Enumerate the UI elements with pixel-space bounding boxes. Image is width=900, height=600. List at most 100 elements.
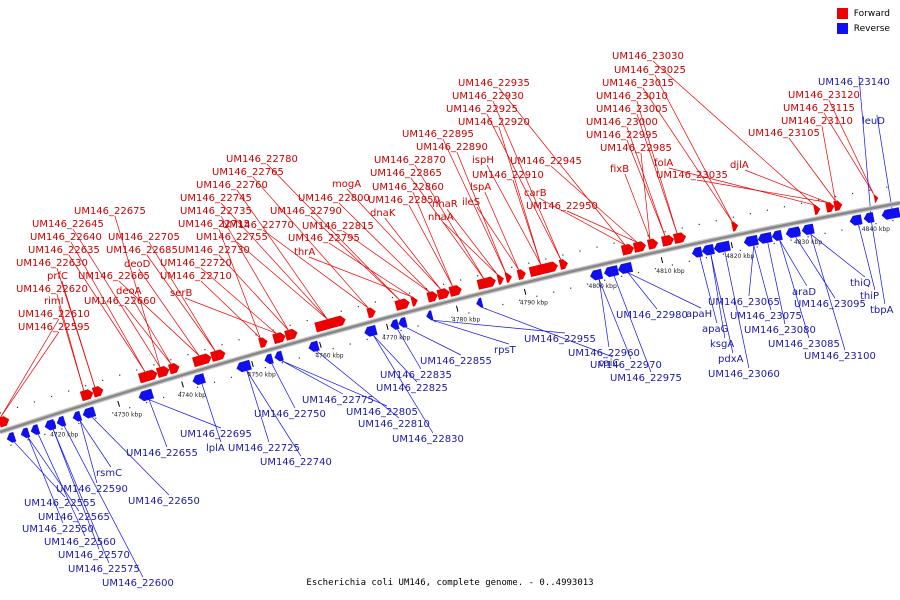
track-dot (852, 192, 854, 195)
track-dot (44, 433, 46, 435)
reverse-gene-label: rpsT (494, 345, 517, 356)
forward-gene-label: UM146_22720 (160, 258, 232, 269)
forward-label-connector (498, 87, 626, 246)
reverse-label-connector (148, 399, 168, 448)
forward-gene (79, 389, 94, 402)
forward-gene-label: UM146_23015 (602, 78, 674, 89)
forward-gene-label: UM146_22910 (472, 170, 544, 181)
track-dot (892, 219, 894, 222)
track-dot (637, 271, 640, 274)
forward-gene-label: ispH (472, 155, 494, 166)
forward-label-connector (68, 254, 146, 372)
forward-label-connector (342, 230, 430, 293)
tick-label: 4800 kbp (589, 283, 617, 290)
reverse-gene-label: UM146_22695 (180, 429, 252, 440)
forward-gene-label: UM146_22685 (106, 245, 178, 256)
track-dot (434, 321, 436, 323)
reverse-gene (757, 231, 773, 244)
track-dot (783, 206, 786, 208)
track-dot (749, 213, 751, 215)
track-dot (664, 231, 666, 233)
reverse-gene-label: UM146_22975 (610, 373, 682, 384)
forward-gene (731, 221, 739, 232)
reverse-label-connector (405, 326, 462, 356)
forward-label-connector (114, 215, 161, 368)
reverse-label-connector (613, 275, 652, 373)
forward-gene-label: UM146_22800 (298, 193, 370, 204)
track-dot (858, 226, 860, 228)
forward-label-connector (72, 228, 161, 368)
tick-mark (251, 360, 254, 368)
tick-mark (181, 381, 184, 388)
track-dot (681, 227, 683, 229)
forward-gene-label: UM146_23025 (614, 65, 686, 76)
forward-gene-label: UM146_22760 (196, 180, 268, 191)
tick-label: 4780 kbp (452, 316, 480, 323)
forward-gene (646, 238, 659, 250)
reverse-label-connector (710, 254, 726, 339)
reverse-gene (617, 261, 634, 274)
reverse-gene-label: lplA (206, 443, 225, 454)
legend-forward: Forward (836, 8, 890, 19)
forward-label-connector (200, 267, 277, 334)
forward-gene-label: UM146_22870 (374, 155, 446, 166)
reverse-gene-label: UM146_22855 (420, 356, 492, 367)
forward-gene-label: mogA (332, 179, 361, 190)
track-dot (366, 338, 368, 341)
reverse-gene (30, 424, 41, 435)
reverse-gene-label: thiP (860, 291, 879, 302)
reverse-gene-label: UM146_22805 (346, 407, 418, 418)
reverse-gene-label: UM146_22830 (392, 434, 464, 445)
forward-gene (314, 315, 346, 333)
forward-gene-label: thrA (294, 247, 315, 258)
forward-gene-label: UM146_22790 (270, 206, 342, 217)
track-dot (112, 412, 114, 414)
track-dot (10, 444, 12, 446)
forward-gene-label: UM146_22635 (28, 245, 100, 256)
forward-gene-label: carB (524, 188, 547, 199)
track-dot (562, 254, 564, 256)
tick-label: 4790 kbp (520, 300, 548, 307)
forward-gene-label: UM146_22705 (108, 232, 180, 243)
forward-gene-label: UM146_22795 (288, 233, 360, 244)
reverse-label-connector (871, 222, 886, 305)
forward-gene-label: nhaR (432, 199, 458, 210)
forward-label-connector (124, 305, 172, 365)
forward-gene-label: UM146_23030 (612, 51, 684, 62)
scale-ticks: 4720 kbp 4730 kbp 4740 kbp 4750 kbp 4760 kbp… (0, 186, 894, 446)
forward-label-connector (220, 202, 328, 320)
forward-gene-label: UM146_22995 (586, 130, 658, 141)
forward-label-connector (412, 191, 453, 287)
forward-label-connector (338, 202, 430, 293)
track-dot (16, 406, 19, 409)
forward-label-connector (200, 280, 261, 339)
forward-gene (448, 285, 462, 297)
forward-gene (284, 328, 298, 341)
forward-label-connector (408, 204, 453, 287)
forward-gene (833, 200, 843, 212)
forward-gene-label: UM146_22945 (510, 156, 582, 167)
reverse-label-connector (699, 256, 718, 324)
track-dot (739, 249, 741, 252)
forward-label-connector (642, 87, 733, 222)
reverse-swatch (836, 23, 848, 34)
forward-label-connector (476, 206, 519, 270)
track-dot (511, 266, 513, 268)
track-dot (349, 343, 351, 345)
forward-gene-label: djlA (730, 160, 749, 171)
track-dot (603, 279, 606, 281)
forward-label-connector (744, 169, 828, 203)
tick-mark (660, 257, 664, 264)
forward-label-connector (498, 126, 542, 265)
track-dot (129, 407, 131, 409)
reverse-gene (771, 229, 783, 241)
reverse-label-connector (246, 370, 302, 457)
forward-label-connector (442, 138, 506, 274)
reverse-label-connector (373, 335, 418, 383)
forward-gene-label: UM146_22735 (180, 206, 252, 217)
forward-gene-label: ileS (462, 197, 480, 208)
reverse-gene (701, 244, 715, 256)
reverse-label-connector (432, 319, 565, 334)
track-dot (698, 223, 700, 226)
